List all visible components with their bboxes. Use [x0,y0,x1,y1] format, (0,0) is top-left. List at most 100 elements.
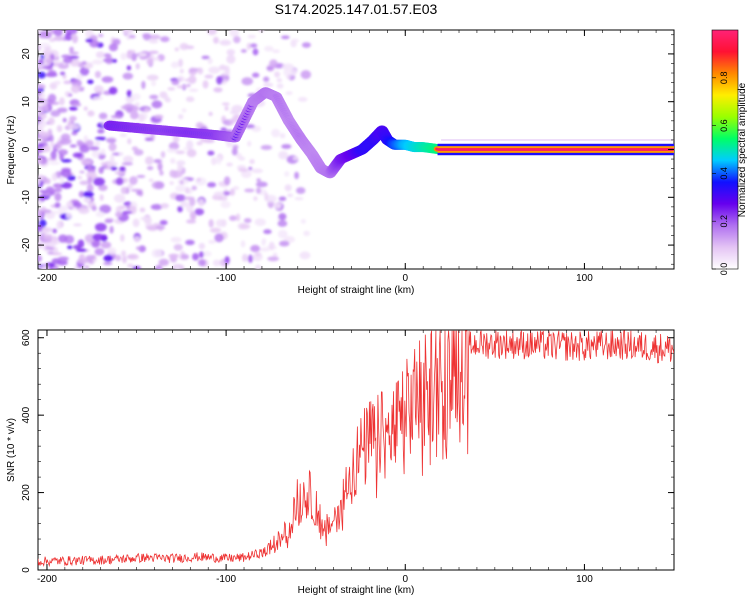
spectrogram-noise-blob [131,52,137,62]
spectrogram-noise-blob [85,38,93,43]
spectrogram-noise-blob [69,46,74,53]
spectrogram-noise-blob [244,188,255,193]
spectrogram-noise-blob [50,210,55,216]
spectrogram-noise-blob [38,138,42,144]
spectrogram-noise-blob [61,54,71,59]
spectrogram-noise-blob [184,78,194,82]
spectrogram-noise-blob [77,175,83,180]
spectrogram-noise-blob [213,87,223,93]
spectrogram-noise-blob [103,262,113,266]
spectrogram-noise-blob [98,184,108,192]
spectrogram-noise-blob [183,196,195,200]
spectrogram-noise-blob [286,74,291,80]
spectrogram-noise-blob [41,112,47,119]
spectrogram-noise-blob [92,96,104,101]
spectrogram-noise-blob [122,255,127,264]
spectrogram-noise-blob [214,233,224,243]
spectrogram-noise-blob [168,253,180,258]
spectrogram-noise-blob [38,94,46,98]
spectrogram-noise-blob [209,227,222,233]
spectrogram-noise-blob [79,144,90,153]
spectrogram-noise-blob [241,77,254,86]
spectrogram-noise-blob [138,245,146,253]
spectrogram-noise-blob [158,258,169,267]
spectrogram-x-tick-label: -100 [216,273,236,284]
spectrogram-noise-blob [250,244,261,253]
spectrogram-noise-blob [57,107,68,113]
spectrogram-noise-blob [148,178,154,182]
spectrogram-noise-blob [127,183,134,190]
spectrogram-noise-blob [197,67,204,75]
spectrogram-noise-blob [281,144,292,150]
spectrogram-noise-blob [197,259,206,267]
spectrogram-noise-blob [208,111,213,117]
spectrogram-noise-blob [52,59,62,63]
spectrogram-noise-blob [172,170,183,178]
spectrogram-noise-blob [157,265,163,269]
spectrogram-noise-blob [138,114,145,123]
spectrogram-noise-blob [208,239,216,244]
spectrogram-noise-blob [76,139,83,147]
spectrogram-noise-blob [38,242,42,250]
spectrogram-noise-blob [300,218,306,224]
spectrogram-noise-blob [175,184,187,193]
spectrogram-noise-blob [47,93,57,103]
spectrogram-noise-blob [135,246,141,251]
spectrogram-noise-blob [144,108,150,113]
spectrogram-noise-blob [177,75,185,82]
spectrogram-noise-blob [106,137,117,143]
snr-frame [37,329,675,571]
spectrogram-noise-blob [176,160,186,166]
spectrogram-noise-blob [134,102,141,107]
spectrogram-noise-blob [43,238,52,243]
spectrogram-noise-blob [151,100,163,109]
spectrogram-noise-blob [38,208,43,218]
spectrogram-noise-blob [100,161,106,166]
spectrogram-noise-blob [245,124,255,129]
spectrogram-noise-blob [122,30,134,35]
spectrogram-noise-blob [166,148,179,153]
spectrogram-noise-blob [279,240,290,247]
spectrogram-noise-blob [120,186,127,195]
spectrogram-noise-blob [170,157,176,164]
spectrogram-noise-blob [201,55,210,60]
spectrogram-noise-blob [159,91,168,99]
spectrogram-noise-blob [154,181,165,190]
spectrogram-noise-blob [79,180,89,186]
spectrogram-noise-blob [71,131,78,136]
spectrogram-noise-blob [87,110,95,117]
spectrogram-noise-blob [177,164,183,172]
spectrogram-noise-blob [185,219,197,224]
spectrogram-x-tick-label: 0 [402,273,408,284]
spectrogram-noise-blob [56,125,63,133]
spectrogram-noise-blob [207,182,217,188]
spectrogram-noise-blob [294,171,299,180]
spectrogram-noise-blob [150,203,163,211]
spectrogram-noise-blob [77,239,85,248]
spectrogram-noise-blob [78,207,90,215]
spectrogram-noise-blob [45,178,51,185]
spectrogram-noise-blob [50,150,57,160]
spectrogram-noise-blob [153,159,162,164]
spectrogram-noise-blob [127,253,139,260]
spectrogram-noise-blob [132,218,140,228]
spectrogram-noise-blob [38,234,44,242]
spectrogram-noise-blob [196,141,203,146]
spectrogram-noise-blob [240,240,246,248]
spectrogram-noise-blob [192,252,199,261]
spectrogram-noise-blob [195,121,204,130]
spectrogram-noise-blob [155,225,166,230]
spectrogram-noise-blob [66,201,74,209]
spectrogram-noise-blob [224,256,230,264]
spectrogram-noise-blob [248,166,253,171]
spectrogram-noise-blob [63,80,72,85]
spectrogram-noise-blob [297,97,308,102]
spectrogram-noise-blob [107,247,117,255]
spectrogram-noise-blob [69,115,77,122]
spectrogram-noise-blob [277,229,288,239]
spectrogram-noise-blob [287,193,294,198]
spectrogram-noise-blob [45,242,56,248]
spectrogram-noise-blob [295,187,306,195]
spectrogram-noise-blob [170,61,180,69]
spectrogram-noise-blob [185,96,195,103]
